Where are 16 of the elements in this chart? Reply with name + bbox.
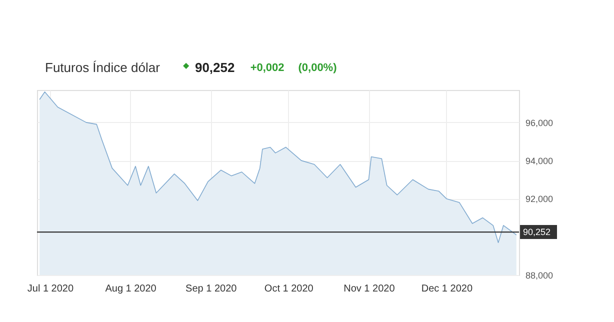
x-tick-label: Aug 1 2020 bbox=[105, 284, 157, 294]
text: +0,002 bbox=[250, 62, 284, 74]
chart-title: Futuros Índice dólar bbox=[45, 60, 161, 75]
y-tick-label: 92,000 bbox=[526, 194, 554, 204]
x-tick-label: Oct 1 2020 bbox=[264, 284, 314, 294]
x-tick-label: Dec 1 2020 bbox=[421, 284, 473, 294]
y-tick-label: 96,000 bbox=[526, 118, 554, 128]
ref-line-label: 90,252 bbox=[523, 227, 551, 238]
x-tick-label: Jul 1 2020 bbox=[27, 284, 74, 294]
y-tick-label: 88,000 bbox=[526, 270, 554, 280]
x-tick-label: Nov 1 2020 bbox=[344, 284, 396, 294]
y-tick-label: 94,000 bbox=[526, 156, 554, 166]
text: ◆ bbox=[183, 61, 190, 70]
text: 90,252 bbox=[194, 60, 235, 75]
text: (0,00%) bbox=[298, 62, 338, 74]
x-tick-label: Sep 1 2020 bbox=[186, 284, 238, 294]
